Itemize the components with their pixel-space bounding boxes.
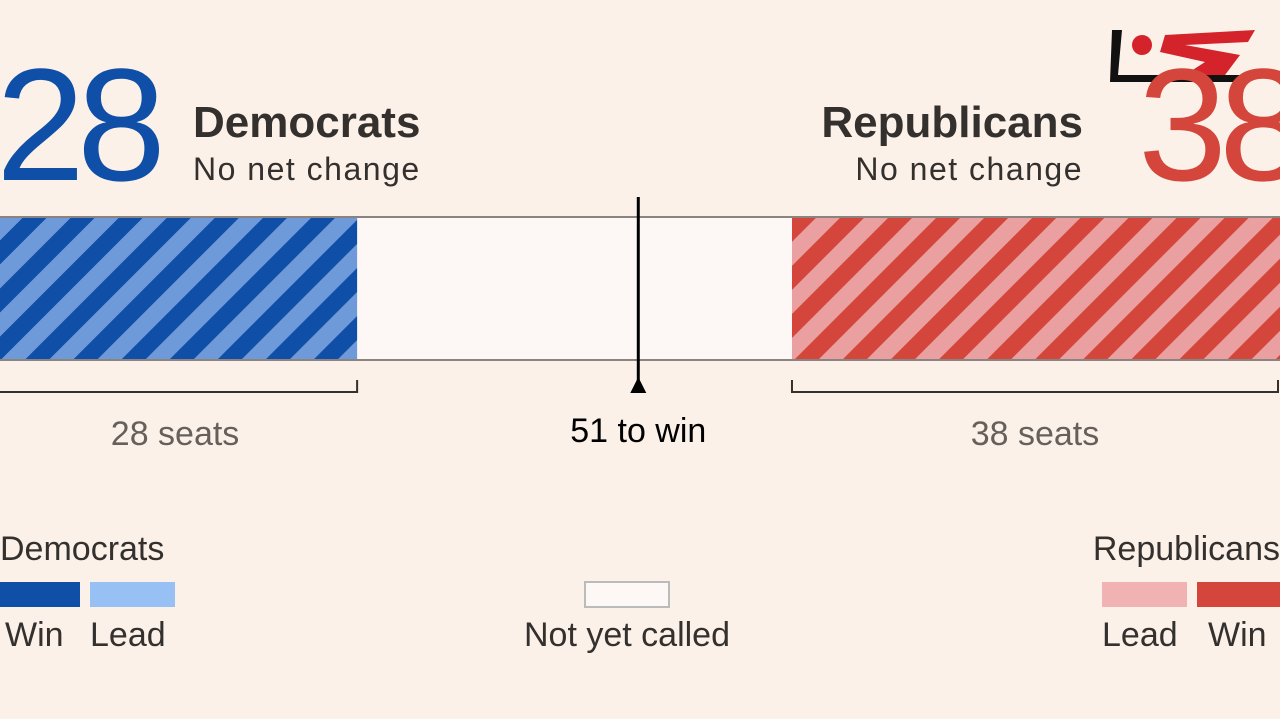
bracket [0, 380, 359, 393]
legend-title: Republicans [1093, 530, 1280, 568]
legend-label: Win [1208, 616, 1267, 654]
seat-count: 38 [1138, 35, 1280, 214]
seat-label: 28 seats [111, 415, 240, 453]
legend-swatch [0, 582, 80, 607]
party-name: Republicans [821, 98, 1083, 147]
party-name: Democrats [193, 98, 420, 147]
seat-label: 38 seats [971, 415, 1100, 453]
legend-title: Democrats [0, 530, 164, 568]
legend-swatch [90, 582, 175, 607]
party-change: No net change [193, 151, 421, 187]
logo [1110, 30, 1255, 82]
legend-label: Lead [1102, 616, 1178, 654]
seat-bar [0, 217, 358, 360]
legend-swatch [584, 581, 670, 608]
legend-label: Not yet called [524, 616, 730, 654]
threshold-arrow [630, 377, 647, 393]
party-change: No net change [855, 151, 1083, 187]
legend-swatch [1102, 582, 1187, 607]
threshold-label: 51 to win [570, 412, 706, 450]
seat-count: 28 [0, 35, 160, 214]
bracket [790, 380, 1279, 393]
legend-label: Win [5, 616, 64, 654]
legend-label: Lead [90, 616, 166, 654]
seat-bar [791, 217, 1280, 360]
legend-swatch [1197, 582, 1280, 607]
